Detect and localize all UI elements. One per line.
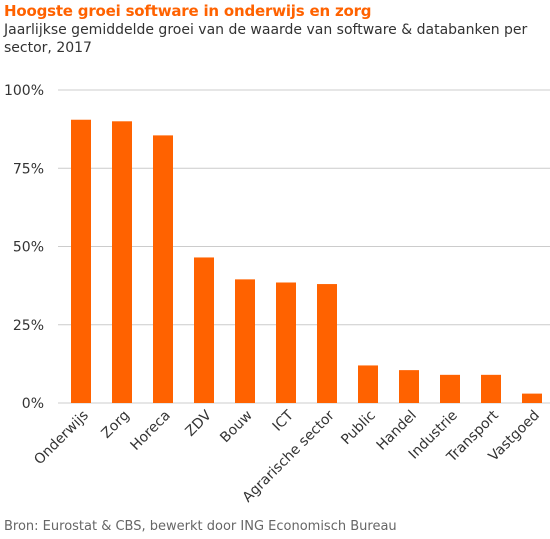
bar-agrarische-sector [317, 284, 337, 403]
x-tick-label: Bouw [217, 408, 256, 447]
bar-onderwijs [71, 119, 91, 404]
x-tick-label: ICT [270, 407, 298, 435]
x-tick-label: Horeca [128, 408, 174, 454]
bar-zorg [112, 121, 132, 404]
bar-public [358, 365, 378, 403]
bar-transport [481, 374, 501, 403]
bar-ict [276, 282, 296, 403]
y-tick-label: 100% [4, 83, 44, 99]
bar-horeca [153, 135, 173, 403]
y-tick-label: 50% [13, 240, 44, 256]
x-tick-label: ZDV [183, 407, 216, 440]
y-tick-label: 75% [13, 161, 44, 177]
bar-zdv [194, 257, 214, 403]
chart-subtitle: Jaarlijkse gemiddelde groei van de waard… [4, 22, 528, 56]
source-note: Bron: Eurostat & CBS, bewerkt door ING E… [4, 519, 397, 534]
x-tick-label: Onderwijs [31, 408, 92, 469]
y-tick-label: 25% [13, 318, 44, 334]
y-tick-label: 0% [22, 396, 44, 412]
chart-title: Hoogste groei software in onderwijs en z… [4, 2, 372, 20]
bar-vastgoed [522, 393, 542, 403]
x-tick-label: Zorg [98, 408, 132, 442]
bar-handel [399, 370, 419, 403]
bar-bouw [235, 279, 255, 403]
bar-industrie [440, 374, 460, 403]
